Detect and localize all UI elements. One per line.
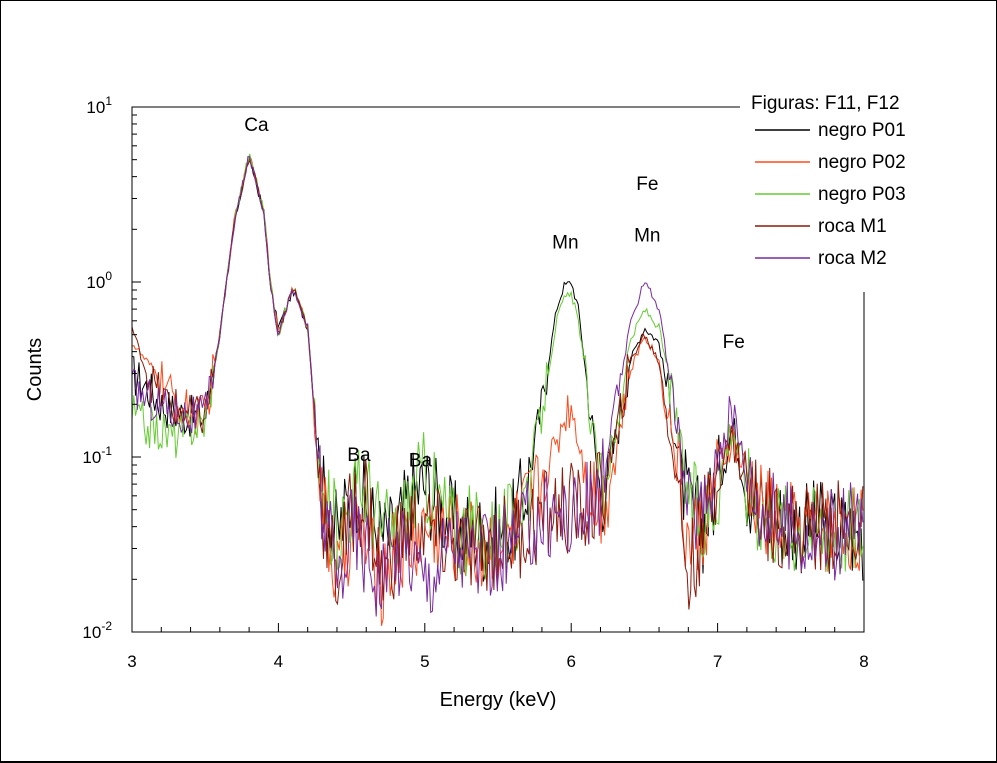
x-axis-title: Energy (keV) [440, 689, 557, 711]
x-tick-label: 8 [859, 652, 868, 671]
legend-items: negro P01 negro P02 negro P03 roca M1 roca M… [755, 120, 906, 269]
legend-label: roca M1 [818, 216, 887, 237]
series-line-roca-m2 [131, 156, 864, 617]
peak-label-mn: Mn [552, 233, 578, 254]
legend-label: negro P01 [818, 120, 906, 141]
x-tick-label: 3 [127, 652, 136, 671]
x-tick-label: 6 [566, 652, 575, 671]
legend-label: roca M2 [818, 248, 887, 269]
axes-box [131, 106, 865, 633]
plot-area [131, 106, 865, 633]
legend-label: negro P02 [818, 152, 906, 173]
x-tick-label: 5 [420, 652, 429, 671]
legend-item: negro P02 [755, 152, 906, 173]
x-tick-label: 7 [713, 652, 722, 671]
legend-item: roca M1 [755, 216, 887, 237]
legend-title: Figuras: F11, F12 [751, 93, 900, 114]
peak-label-mn: Mn [634, 226, 660, 247]
y-tick-label: 101 [86, 94, 112, 117]
series-layer [131, 153, 864, 626]
x-tick-label: 4 [274, 652, 283, 671]
legend-item: negro P03 [755, 184, 906, 205]
y-tick-label: 10-1 [82, 444, 112, 467]
y-tick-label: 100 [86, 269, 112, 292]
peak-annotations: Ca Ba Ba Mn Fe Mn Fe [244, 115, 745, 472]
legend-item: negro P01 [755, 120, 906, 141]
peak-label-ca: Ca [244, 115, 269, 136]
legend-item: roca M2 [755, 248, 887, 269]
y-axis: 101 100 10-1 10-2 [82, 94, 141, 642]
y-axis-title: Counts [24, 338, 46, 401]
x-axis: 3 4 5 6 7 8 [127, 623, 869, 671]
peak-label-fe: Fe [636, 174, 658, 195]
y-tick-label: 10-2 [82, 619, 112, 642]
legend-label: negro P03 [818, 184, 906, 205]
peak-label-ba: Ba [409, 451, 433, 472]
peak-label-fe: Fe [723, 332, 745, 353]
peak-label-ba: Ba [347, 445, 371, 466]
